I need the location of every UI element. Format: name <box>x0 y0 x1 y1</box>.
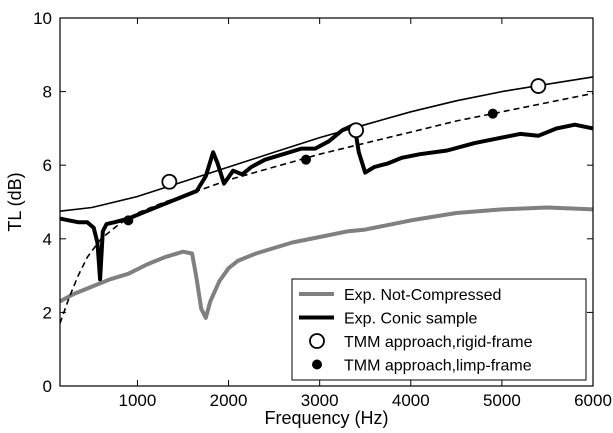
limp-frame-point <box>301 154 311 165</box>
legend-label-not-compressed: Exp. Not-Compressed <box>344 287 501 304</box>
plot-lines <box>59 76 594 324</box>
limp-frame-point <box>487 108 498 119</box>
rigid-frame-point <box>530 78 547 94</box>
y-tick-label: 6 <box>43 156 52 175</box>
legend-label-conic-sample: Exp. Conic sample <box>344 311 477 328</box>
y-tick-label: 2 <box>43 303 52 322</box>
y-axis-ticks: 0 2 4 6 8 10 <box>33 9 593 396</box>
legend-label-rigid-frame: TMM approach,rigid-frame <box>344 334 533 351</box>
y-axis-label: TL (dB) <box>5 172 25 231</box>
y-tick-label: 4 <box>43 230 52 249</box>
plot-markers <box>123 78 547 226</box>
x-tick-label: 4000 <box>392 391 430 410</box>
limp-frame-point <box>123 215 134 226</box>
x-tick-label: 2000 <box>210 391 248 410</box>
x-tick-label: 6000 <box>574 391 612 410</box>
x-axis-ticks: 1000 2000 3000 4000 5000 6000 <box>119 18 612 410</box>
x-tick-label: 5000 <box>483 391 521 410</box>
axes-box <box>59 17 594 387</box>
legend: Exp. Not-Compressed Exp. Conic sample TM… <box>291 278 587 381</box>
x-axis-label: Frequency (Hz) <box>264 408 388 428</box>
y-tick-label: 0 <box>43 377 52 396</box>
legend-box <box>291 278 587 381</box>
legend-symbol-filled-circle <box>312 359 322 370</box>
y-tick-label: 8 <box>43 83 52 102</box>
rigid-frame-point <box>348 122 365 139</box>
rigid-frame-point <box>161 173 178 190</box>
series-line-2 <box>59 76 594 212</box>
legend-symbol-open-circle <box>309 333 325 349</box>
y-tick-label: 10 <box>33 9 52 28</box>
series-line-0 <box>59 205 594 320</box>
x-tick-label: 1000 <box>119 391 157 410</box>
x-tick-label: 3000 <box>301 391 339 410</box>
legend-label-limp-frame: TMM approach,limp-frame <box>344 358 532 375</box>
series-line-1 <box>59 122 594 282</box>
